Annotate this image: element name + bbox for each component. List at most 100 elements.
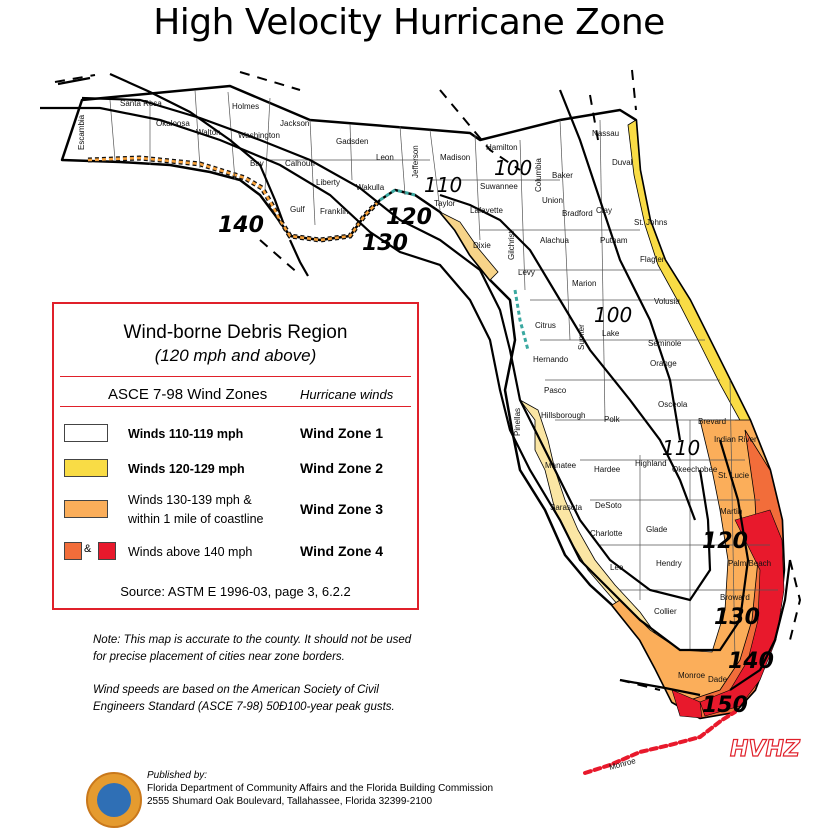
map-title: High Velocity Hurricane Zone [153,2,665,43]
speed-label: 100 [594,303,632,327]
county-label: Gadsden [336,137,368,146]
speed-label: 100 [494,156,532,180]
county-label: Pasco [544,386,567,395]
county-label: Palm Beach [728,559,771,568]
florida-map: Escambia Santa Rosa Okaloosa Walton Holm… [40,69,802,775]
published-by: Published by: [147,770,208,781]
county-label: Broward [720,593,750,602]
publisher-org: Florida Department of Community Affairs … [147,783,494,794]
legend-row-zone: Wind Zone 4 [300,543,384,559]
legend-header-zones: ASCE 7-98 Wind Zones [108,386,268,403]
hvhz-label: HVHZ [729,736,800,762]
county-label: Wakulla [356,183,385,192]
county-label: Bradford [562,209,593,218]
county-label: Santa Rosa [120,99,162,108]
speed-label: 130 [362,231,408,256]
swatch-zone4a [64,542,82,560]
county-label: Levy [518,268,535,277]
speed-label: 110 [662,436,700,460]
speed-label: 140 [728,649,774,674]
county-label: Walton [196,128,221,137]
county-label: Lafayette [470,206,503,215]
legend-title: Wind-borne Debris Region [123,322,348,343]
county-label: Union [542,196,563,205]
county-label: Jackson [280,119,309,128]
legend-amp: & [84,543,92,555]
county-label: Okaloosa [156,119,190,128]
county-label: Hendry [656,559,682,568]
legend-row-label-2: within 1 mile of coastline [128,512,264,526]
county-label: Gilchrist [507,230,516,260]
swatch-zone2 [64,459,108,477]
publisher-address: 2555 Shumard Oak Boulevard, Tallahassee,… [147,796,432,807]
legend-row-label: Winds above 140 mph [128,545,253,559]
county-label: Collier [654,607,677,616]
swatch-zone1 [64,424,108,442]
county-label: Okeechobee [672,465,718,474]
legend-row-label: Winds 120-129 mph [128,462,245,476]
legend-row-label: Winds 110-119 mph [128,427,244,441]
speed-label: 150 [702,693,748,718]
wind-contours-dashed [54,69,802,691]
legend-row-zone: Wind Zone 1 [300,425,384,441]
contour-140 [57,72,309,277]
county-label: Duval [612,158,633,167]
county-label: Dade [708,675,728,684]
county-label: Clay [596,206,612,215]
county-label: Indian River [714,435,757,444]
county-label: Hernando [533,355,569,364]
county-label: Glade [646,525,668,534]
county-label: DeSoto [595,501,622,510]
legend-divider [60,376,411,377]
county-label: Pinellas [513,408,522,436]
county-label: Manatee [545,461,577,470]
legend-source: Source: ASTM E 1996-03, page 3, 6.2.2 [120,584,351,599]
county-label: Flagler [640,255,665,264]
county-label: Dixie [473,241,491,250]
county-label: Taylor [434,199,456,208]
county-label: Brevard [698,417,726,426]
county-label: Holmes [232,102,259,111]
county-label: Volusia [654,297,680,306]
county-label: Polk [604,415,621,424]
county-label: Suwannee [480,182,518,191]
speed-label: 110 [424,173,462,197]
wind-contours [40,72,792,697]
county-label: Hillsborough [541,411,585,420]
county-label: Alachua [540,236,569,245]
county-label: Escambia [77,114,86,150]
speed-label: 140 [218,213,264,238]
legend-subtitle: (120 mph and above) [154,346,317,365]
county-label: Baker [552,171,573,180]
county-label: Martin [720,507,742,516]
note-accuracy: Note: This map is accurate to the county… [93,634,412,663]
speed-label: 130 [714,605,760,630]
county-label: Orange [650,359,677,368]
zone4-monroe-tip [671,689,703,719]
county-label: Putnam [600,236,628,245]
county-label: Sarasota [550,503,583,512]
county-label: Citrus [535,321,556,330]
county-labels: Escambia Santa Rosa Okaloosa Walton Holm… [77,99,771,772]
swatch-zone3 [64,500,108,518]
county-label: Lake [602,329,620,338]
note-wind-speeds: Wind speeds are based on the American So… [93,684,395,713]
bigbend-coast-dashed [379,188,416,202]
speed-label: 120 [702,529,748,554]
county-label: Monroe [608,756,637,772]
county-label: Hardee [594,465,621,474]
county-label: Liberty [316,178,340,187]
county-label: Washington [238,131,280,140]
florida-seal-icon [86,772,142,828]
citrus-coast-dashed [513,289,530,351]
swatch-zone4b [98,542,116,560]
legend-row-zone: Wind Zone 3 [300,501,384,517]
contour-100 [558,89,682,441]
county-label: Columbia [534,158,543,192]
county-label: Hamilton [486,143,518,152]
contour-110 [439,193,697,521]
county-label: Bay [250,159,264,168]
county-label: Madison [440,153,470,162]
county-label: Lee [610,563,624,572]
county-label: Franklin [320,207,348,216]
